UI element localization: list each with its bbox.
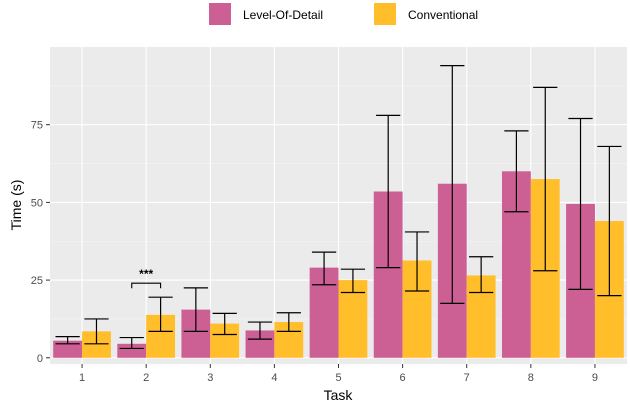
legend-label-conventional: Conventional [408,8,478,22]
error-bar-level-of-detail [504,130,529,213]
error-bars [55,65,622,350]
error-bar-conventional [212,312,237,336]
y-tick-label: 50 [31,197,43,209]
x-tick-label: 7 [464,372,470,384]
error-bar-level-of-detail [183,287,208,332]
x-tick-label: 5 [335,372,341,384]
error-bar-level-of-detail [55,336,80,345]
bar-level-of-detail [53,340,83,358]
significance-bracket [131,282,162,289]
bar-level-of-detail [117,343,147,358]
x-tick-label: 2 [143,372,149,384]
x-axis: 1 2 3 4 5 6 7 8 9 [79,364,598,384]
x-tick-label: 6 [400,372,406,384]
annotations: *** [131,267,162,289]
x-axis-title: Task [324,387,354,403]
error-bar-level-of-detail [119,336,144,350]
y-axis-title: Time (s) [8,180,24,231]
legend-swatch-level-of-detail [209,3,231,25]
error-bar-level-of-detail [568,117,593,291]
x-tick-label: 3 [207,372,213,384]
significance-label: *** [139,267,153,281]
error-bar-conventional [84,318,109,345]
error-bar-conventional [469,256,494,294]
error-bar-conventional [597,145,622,297]
error-bar-conventional [404,231,430,292]
y-tick-label: 0 [37,353,43,365]
y-tick-label: 75 [31,120,43,132]
error-bar-conventional [276,312,301,332]
error-bar-conventional [148,296,173,332]
error-bar-level-of-detail [311,251,337,286]
legend: Level-Of-Detail Conventional [209,3,478,25]
error-bar-level-of-detail [247,321,273,340]
x-tick-label: 4 [271,372,277,384]
error-bar-level-of-detail [440,65,465,304]
error-bar-conventional [340,268,366,294]
legend-label-level-of-detail: Level-Of-Detail [243,8,323,22]
y-tick-label: 25 [31,275,43,287]
x-tick-label: 1 [79,372,85,384]
error-bar-conventional [533,86,558,272]
y-axis: 0 25 50 75 [31,120,50,365]
legend-swatch-conventional [374,3,396,25]
error-bar-level-of-detail [376,114,401,269]
x-tick-label: 8 [528,372,534,384]
x-tick-label: 9 [592,372,598,384]
